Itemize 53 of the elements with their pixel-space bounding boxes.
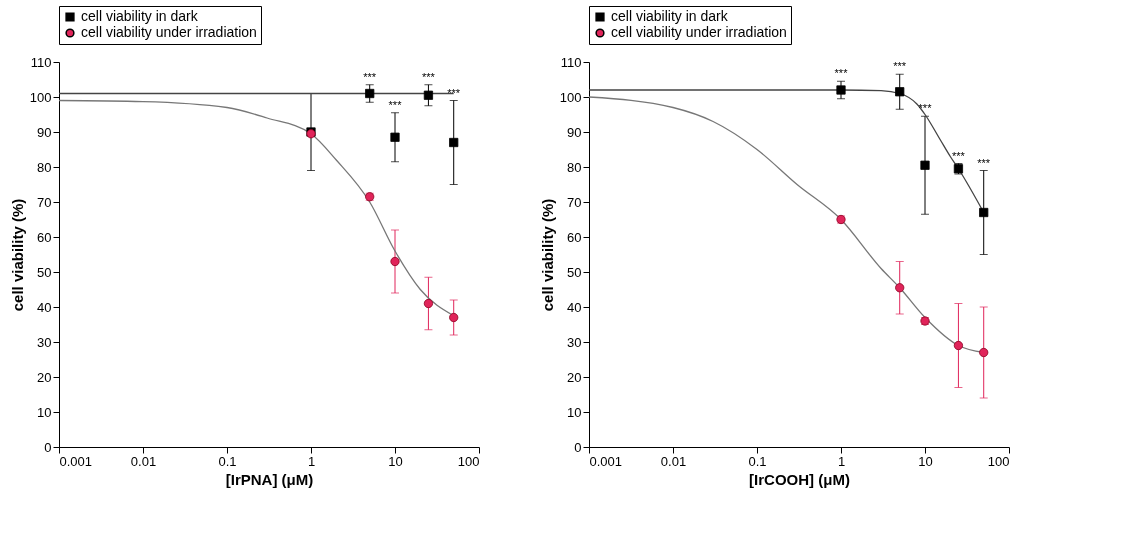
x-axis-title: [IrPNA] (μM) (225, 470, 314, 488)
x-tick-label: 0.001 (59, 453, 93, 469)
x-tick-label: 1 (837, 453, 846, 469)
y-tick-label: 50 (37, 264, 52, 280)
x-tick-label: 10 (388, 453, 403, 469)
x-tick-label: 10 (918, 453, 933, 469)
annotation: *** (422, 70, 436, 83)
x-axis-title: [IrCOOH] (μM) (749, 470, 850, 488)
annotation: *** (447, 86, 461, 99)
y-tick-label: 30 (37, 334, 52, 350)
y-tick-label: 60 (37, 229, 52, 245)
y-tick-label: 80 (567, 159, 582, 175)
x-tick-label: 0.01 (130, 453, 157, 469)
legend-label: cell viability in dark (81, 8, 199, 24)
y-tick-label: 10 (567, 404, 582, 420)
y-tick-label: 90 (567, 124, 582, 140)
y-tick-label: 40 (37, 299, 52, 315)
annotation: *** (363, 70, 377, 83)
x-tick-label: 1 (307, 453, 316, 469)
x-tick-label: 100 (987, 453, 1010, 469)
y-tick-label: 80 (37, 159, 52, 175)
y-tick-label: 60 (567, 229, 582, 245)
y-tick-label: 110 (560, 54, 582, 70)
y-tick-label: 70 (37, 194, 52, 210)
legend-label: cell viability in dark (611, 8, 729, 24)
y-axis-title: cell viability (%) (538, 198, 556, 312)
y-tick-label: 40 (567, 299, 582, 315)
y-tick-label: 0 (574, 439, 582, 455)
x-tick-label: 0.01 (660, 453, 687, 469)
y-tick-label: 70 (567, 194, 582, 210)
x-tick-label: 100 (457, 453, 480, 469)
x-tick-label: 0.1 (748, 453, 767, 469)
x-tick-label: 0.001 (589, 453, 623, 469)
y-axis-title: cell viability (%) (8, 198, 26, 312)
annotation: *** (893, 60, 907, 73)
y-tick-label: 30 (567, 334, 582, 350)
y-tick-label: 100 (29, 89, 52, 105)
y-tick-label: 20 (37, 369, 52, 385)
legend-label: cell viability under irradiation (611, 24, 787, 40)
x-tick-label: 0.1 (218, 453, 237, 469)
y-tick-label: 90 (37, 124, 52, 140)
annotation: *** (977, 156, 991, 169)
y-tick-label: 0 (44, 439, 52, 455)
y-tick-label: 20 (567, 369, 582, 385)
legend-label: cell viability under irradiation (81, 24, 257, 40)
annotation: *** (918, 102, 933, 115)
y-tick-label: 50 (567, 264, 582, 280)
y-tick-label: 100 (559, 89, 582, 105)
annotation: *** (388, 98, 403, 111)
y-tick-label: 110 (30, 54, 52, 70)
annotation: *** (952, 149, 966, 162)
y-tick-label: 10 (37, 404, 52, 420)
annotation: *** (834, 67, 849, 80)
